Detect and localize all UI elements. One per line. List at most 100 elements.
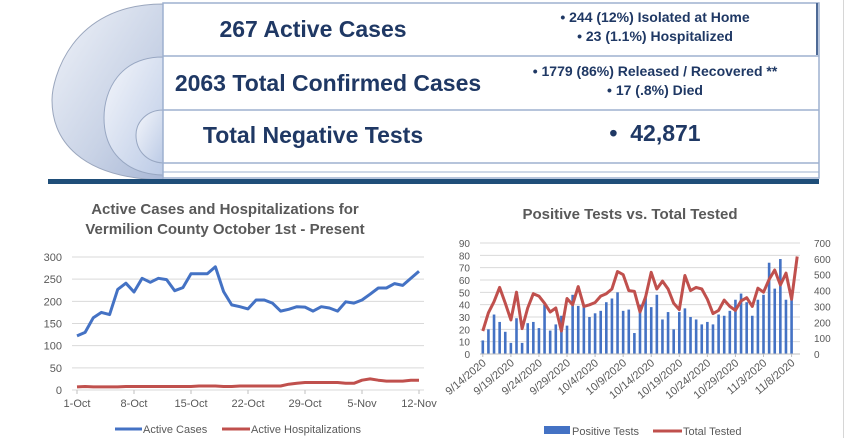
bar-positive-tests <box>767 262 771 354</box>
series-line-hospitalizations <box>76 377 419 389</box>
legend-label-positive-tests: Positive Tests <box>572 426 640 438</box>
y-tick-label: 30 <box>459 313 471 324</box>
y-tick-label: 90 <box>459 239 471 250</box>
bar-positive-tests <box>548 330 552 354</box>
x-tick-label: 8-Oct <box>121 398 148 410</box>
negative-tests-value: • 42,871 <box>609 120 701 146</box>
nested-arcs-graphic <box>48 2 820 184</box>
y-tick-label: 60 <box>459 276 471 287</box>
bar-positive-tests <box>728 310 732 354</box>
bar-positive-tests <box>706 321 709 354</box>
x-tick-label: 29-Oct <box>288 398 321 410</box>
y2-tick-label: 200 <box>814 318 831 329</box>
total-confirmed-label: 2063 Total Confirmed Cases <box>174 70 482 96</box>
bar-positive-tests <box>677 312 681 354</box>
divider-rule <box>48 179 819 184</box>
bar-positive-tests <box>515 318 518 354</box>
chart1-title-line2: Vermilion County October 1st - Present <box>85 221 365 238</box>
bar-positive-tests <box>711 324 715 354</box>
bar-positive-tests <box>588 317 591 354</box>
bar-positive-tests <box>672 329 675 354</box>
bar-positive-tests <box>717 314 720 354</box>
x-tick-label: 12-Nov <box>401 398 437 410</box>
bar-positive-tests <box>554 324 558 354</box>
negative-tests-label: Total Negative Tests <box>202 122 424 148</box>
chart1-title-line1: Active Cases and Hospitalizations for <box>91 201 359 218</box>
bar-positive-tests <box>644 296 647 354</box>
bar-positive-tests <box>683 308 687 354</box>
bar-positive-tests <box>779 259 782 354</box>
bar-positive-tests <box>762 294 765 354</box>
bar-positive-tests <box>633 333 636 354</box>
bar-positive-tests <box>610 298 614 354</box>
bar-positive-tests <box>605 302 608 354</box>
y-tick-label: 300 <box>44 252 62 264</box>
y-tick-label: 70 <box>459 264 471 275</box>
bar-positive-tests <box>576 305 580 354</box>
x-tick-label: 1-Oct <box>64 398 91 410</box>
bar-positive-tests <box>498 321 501 354</box>
page-edge-rule <box>843 0 844 438</box>
bar-positive-tests <box>784 299 788 354</box>
bar-positive-tests <box>532 321 535 354</box>
bar-positive-tests <box>593 313 597 354</box>
bar-positive-tests <box>790 289 793 354</box>
y-tick-label: 150 <box>44 319 62 331</box>
died-text: • 17 (.8%) Died <box>607 82 703 98</box>
y2-tick-label: 700 <box>814 239 831 250</box>
bar-positive-tests <box>627 309 631 354</box>
bar-positive-tests <box>773 288 777 354</box>
bar-positive-tests <box>571 294 574 354</box>
y2-tick-label: 600 <box>814 255 831 266</box>
bar-positive-tests <box>492 314 496 354</box>
x-tick-label: 15-Oct <box>174 398 207 410</box>
y2-tick-label: 400 <box>814 287 831 298</box>
bar-positive-tests <box>509 342 513 354</box>
bar-positive-tests <box>582 304 586 354</box>
legend-label-hospitalizations: Active Hospitalizations <box>251 424 362 436</box>
y2-tick-label: 0 <box>814 350 820 361</box>
y-tick-label: 80 <box>459 251 471 262</box>
series-line-active-cases <box>76 265 420 338</box>
bar-positive-tests <box>638 304 642 354</box>
y-tick-label: 0 <box>464 350 470 361</box>
bar-positive-tests <box>734 299 737 354</box>
bar-positive-tests <box>694 319 698 354</box>
hospitalized-text: • 23 (1.1%) Hospitalized <box>577 28 733 44</box>
x-tick-label: 22-Oct <box>231 398 264 410</box>
x-tick-label: 5-Nov <box>347 398 377 410</box>
bar-positive-tests <box>649 307 653 354</box>
bar-positive-tests <box>661 319 664 354</box>
bar-positive-tests <box>689 317 692 354</box>
bar-positive-tests <box>560 315 563 354</box>
y-tick-label: 20 <box>459 325 471 336</box>
y2-tick-label: 300 <box>814 302 831 313</box>
chart1-title: Active Cases and Hospitalizations for Ve… <box>40 200 410 240</box>
bar-positive-tests <box>655 294 659 354</box>
bar-positive-tests <box>745 302 748 354</box>
active-cases-label: 267 Active Cases <box>219 16 407 42</box>
bar-positive-tests <box>666 312 670 354</box>
active-cases-chart: 0 50 100 150 200 250 300 1-Oct 8-Oct 15-Oct 22-Oct… <box>44 252 438 436</box>
bar-positive-tests <box>543 304 546 354</box>
legend-label-total-tested: Total Tested <box>683 426 742 438</box>
y2-tick-label: 100 <box>814 334 831 345</box>
y-tick-label: 50 <box>50 363 62 375</box>
bar-positive-tests <box>503 331 507 354</box>
chart2-title: Positive Tests vs. Total Tested <box>522 206 738 223</box>
y-tick-label: 100 <box>44 341 62 353</box>
bar-positive-tests <box>700 324 704 354</box>
bar-positive-tests <box>526 323 530 354</box>
y-tick-label: 250 <box>44 274 62 286</box>
series-line-total-tested <box>481 256 799 333</box>
bar-positive-tests <box>487 329 490 354</box>
y-tick-label: 200 <box>44 296 62 308</box>
y-tick-label: 50 <box>459 288 471 299</box>
legend-swatch-positive-tests <box>544 426 570 434</box>
bar-positive-tests <box>520 342 524 354</box>
bar-positive-tests <box>537 328 541 354</box>
bar-positive-tests <box>750 315 754 354</box>
legend-label-active-cases: Active Cases <box>143 424 208 436</box>
bar-positive-tests <box>565 325 569 354</box>
y-tick-label: 0 <box>56 385 62 397</box>
